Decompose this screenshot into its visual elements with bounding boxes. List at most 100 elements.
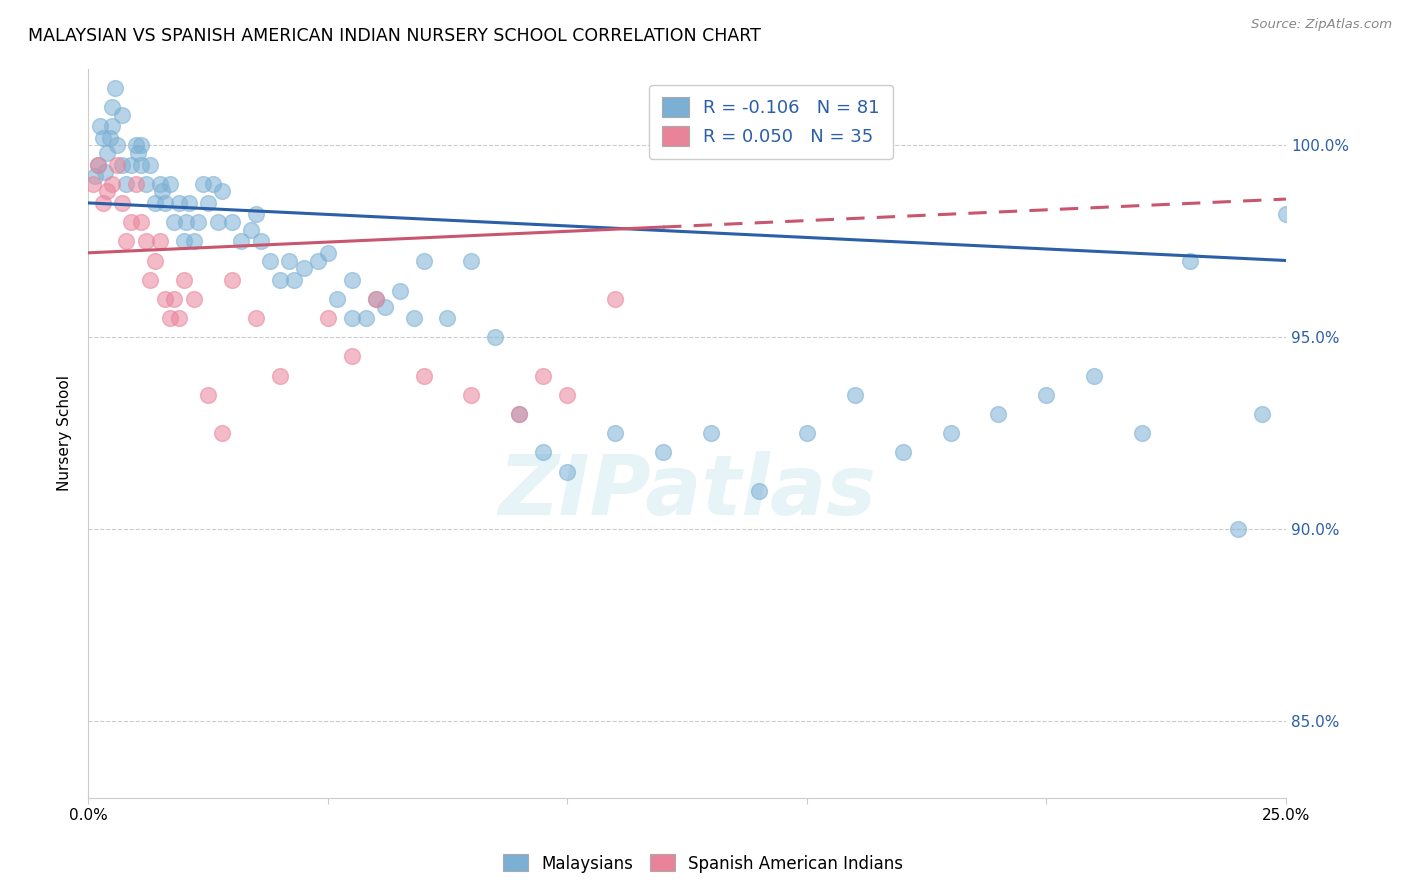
Point	[508, 407, 530, 421]
Point	[120, 157, 142, 171]
Point	[101, 177, 124, 191]
Point	[101, 100, 124, 114]
Point	[127, 146, 149, 161]
Point	[231, 235, 253, 249]
Point	[173, 235, 195, 249]
Point	[555, 465, 578, 479]
Point	[159, 311, 181, 326]
Point	[340, 350, 363, 364]
Point	[555, 388, 578, 402]
Point	[796, 426, 818, 441]
Point	[259, 253, 281, 268]
Point	[207, 215, 229, 229]
Point	[103, 80, 125, 95]
Point	[1275, 207, 1298, 221]
Point	[283, 273, 305, 287]
Point	[105, 157, 128, 171]
Point	[143, 253, 166, 268]
Point	[605, 292, 627, 306]
Point	[340, 273, 363, 287]
Point	[316, 245, 339, 260]
Point	[1227, 522, 1250, 536]
Point	[460, 253, 482, 268]
Point	[96, 185, 118, 199]
Point	[149, 235, 172, 249]
Point	[269, 368, 291, 383]
Point	[412, 253, 434, 268]
Point	[844, 388, 866, 402]
Point	[139, 273, 162, 287]
Point	[98, 130, 121, 145]
Point	[139, 157, 162, 171]
Point	[105, 138, 128, 153]
Point	[183, 292, 205, 306]
Legend: R = -0.106   N = 81, R = 0.050   N = 35: R = -0.106 N = 81, R = 0.050 N = 35	[650, 85, 893, 159]
Point	[211, 185, 233, 199]
Point	[201, 177, 224, 191]
Point	[176, 215, 198, 229]
Point	[84, 169, 107, 183]
Point	[167, 195, 190, 210]
Point	[484, 330, 506, 344]
Point	[939, 426, 962, 441]
Point	[94, 165, 117, 179]
Point	[221, 215, 243, 229]
Point	[163, 215, 186, 229]
Point	[388, 284, 411, 298]
Point	[91, 130, 114, 145]
Point	[153, 292, 176, 306]
Point	[87, 157, 110, 171]
Point	[316, 311, 339, 326]
Y-axis label: Nursery School: Nursery School	[58, 376, 72, 491]
Point	[340, 311, 363, 326]
Point	[152, 185, 174, 199]
Text: Source: ZipAtlas.com: Source: ZipAtlas.com	[1251, 18, 1392, 31]
Point	[115, 177, 138, 191]
Point	[129, 215, 152, 229]
Point	[159, 177, 181, 191]
Point	[101, 119, 124, 133]
Point	[245, 207, 267, 221]
Point	[460, 388, 482, 402]
Point	[135, 177, 157, 191]
Point	[177, 195, 200, 210]
Point	[197, 195, 219, 210]
Point	[111, 107, 134, 121]
Point	[125, 177, 148, 191]
Point	[191, 177, 214, 191]
Point	[211, 426, 233, 441]
Point	[135, 235, 157, 249]
Point	[531, 445, 554, 459]
Legend: Malaysians, Spanish American Indians: Malaysians, Spanish American Indians	[496, 847, 910, 880]
Point	[354, 311, 377, 326]
Point	[374, 300, 396, 314]
Text: ZIPatlas: ZIPatlas	[498, 451, 876, 533]
Point	[307, 253, 329, 268]
Point	[605, 426, 627, 441]
Point	[221, 273, 243, 287]
Point	[129, 138, 152, 153]
Point	[111, 195, 134, 210]
Point	[278, 253, 301, 268]
Point	[364, 292, 387, 306]
Point	[1083, 368, 1105, 383]
Point	[129, 157, 152, 171]
Point	[436, 311, 458, 326]
Point	[412, 368, 434, 383]
Point	[748, 483, 770, 498]
Point	[1178, 253, 1201, 268]
Text: MALAYSIAN VS SPANISH AMERICAN INDIAN NURSERY SCHOOL CORRELATION CHART: MALAYSIAN VS SPANISH AMERICAN INDIAN NUR…	[28, 27, 761, 45]
Point	[143, 195, 166, 210]
Point	[167, 311, 190, 326]
Point	[187, 215, 209, 229]
Point	[173, 273, 195, 287]
Point	[96, 146, 118, 161]
Point	[891, 445, 914, 459]
Point	[269, 273, 291, 287]
Point	[364, 292, 387, 306]
Point	[82, 177, 104, 191]
Point	[149, 177, 172, 191]
Point	[115, 235, 138, 249]
Point	[1035, 388, 1057, 402]
Point	[1130, 426, 1153, 441]
